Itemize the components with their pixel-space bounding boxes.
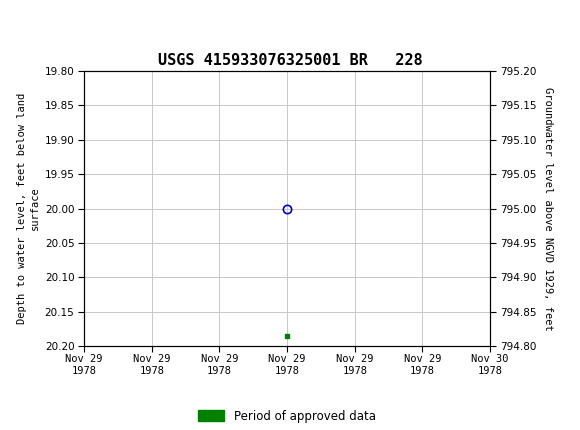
Text: ≡: ≡ — [6, 6, 29, 34]
Legend: Period of approved data: Period of approved data — [198, 410, 376, 423]
Y-axis label: Groundwater level above NGVD 1929, feet: Groundwater level above NGVD 1929, feet — [543, 87, 553, 330]
Text: USGS 415933076325001 BR   228: USGS 415933076325001 BR 228 — [158, 53, 422, 68]
Text: USGS: USGS — [32, 10, 100, 31]
Y-axis label: Depth to water level, feet below land
surface: Depth to water level, feet below land su… — [17, 93, 41, 324]
